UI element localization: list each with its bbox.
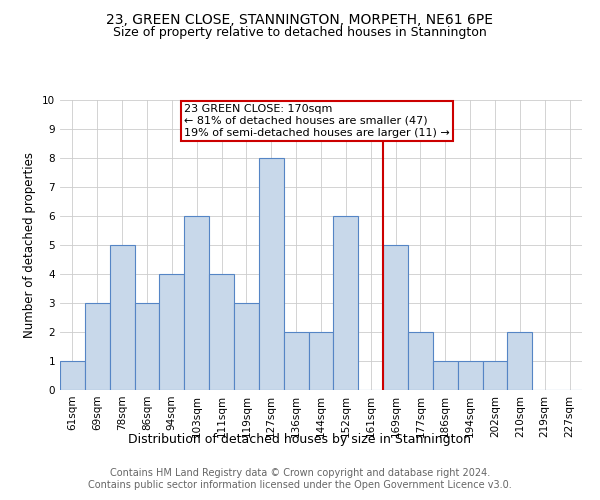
Bar [308,332,334,390]
Bar [234,303,259,390]
Y-axis label: Number of detached properties: Number of detached properties [23,152,37,338]
Bar [184,216,209,390]
Bar [383,245,408,390]
Bar [60,361,85,390]
Bar [134,303,160,390]
Bar [458,361,482,390]
Text: 23 GREEN CLOSE: 170sqm
← 81% of detached houses are smaller (47)
19% of semi-det: 23 GREEN CLOSE: 170sqm ← 81% of detached… [184,104,450,138]
Text: Distribution of detached houses by size in Stannington: Distribution of detached houses by size … [128,432,472,446]
Bar [85,303,110,390]
Bar [284,332,308,390]
Bar [433,361,458,390]
Bar [209,274,234,390]
Text: Contains HM Land Registry data © Crown copyright and database right 2024.
Contai: Contains HM Land Registry data © Crown c… [88,468,512,490]
Bar [508,332,532,390]
Bar [160,274,184,390]
Bar [334,216,358,390]
Bar [482,361,508,390]
Text: 23, GREEN CLOSE, STANNINGTON, MORPETH, NE61 6PE: 23, GREEN CLOSE, STANNINGTON, MORPETH, N… [107,12,493,26]
Text: Size of property relative to detached houses in Stannington: Size of property relative to detached ho… [113,26,487,39]
Bar [408,332,433,390]
Bar [110,245,134,390]
Bar [259,158,284,390]
